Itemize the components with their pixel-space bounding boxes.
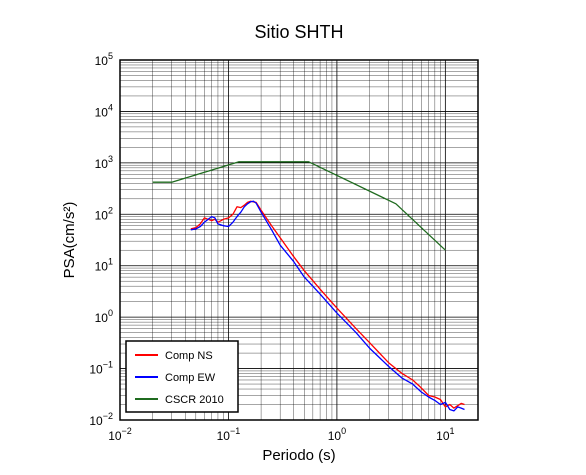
tick-label: 103 — [95, 154, 113, 171]
legend: Comp NS Comp EW CSCR 2010 — [125, 340, 239, 413]
y-axis-label: PSA(cm/s²) — [61, 202, 78, 279]
series-line-comp-ew — [190, 200, 465, 412]
grid — [119, 59, 479, 421]
tick-label: 10−2 — [89, 411, 113, 428]
tick-label: 10−1 — [89, 360, 113, 377]
tick-label: 101 — [436, 426, 454, 443]
series-line-cscr-2010 — [152, 161, 446, 251]
chart-title: Sitio SHTH — [254, 22, 343, 42]
tick-label: 105 — [95, 51, 113, 68]
tick-label: 101 — [95, 257, 113, 274]
legend-label: CSCR 2010 — [165, 394, 224, 406]
legend-label: Comp EW — [165, 372, 216, 384]
tick-label: 100 — [95, 308, 113, 325]
x-axis-label: Periodo (s) — [262, 447, 335, 464]
tick-label: 104 — [95, 102, 113, 119]
plot-frame — [119, 59, 479, 421]
series-group — [152, 161, 465, 412]
tick-label: 10−1 — [217, 426, 241, 443]
tick-label: 10−2 — [108, 426, 132, 443]
legend-label: Comp NS — [165, 350, 213, 362]
x-tick-labels: 10−2 10−1 100 101 — [108, 426, 454, 443]
tick-label: 100 — [328, 426, 346, 443]
y-tick-labels: 10−2 10−1 100 101 102 103 104 105 — [89, 51, 113, 428]
tick-label: 102 — [95, 205, 113, 222]
